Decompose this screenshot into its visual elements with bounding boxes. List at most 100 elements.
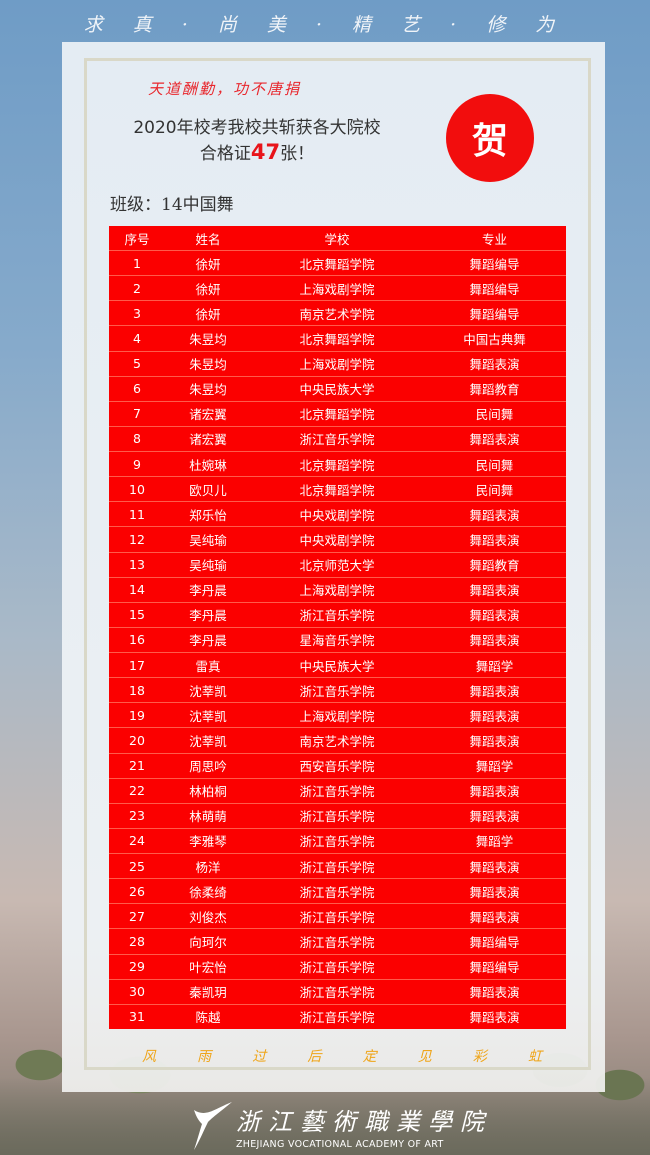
- table-row: 25 杨洋 浙江音乐学院 舞蹈表演: [109, 853, 566, 878]
- cell-school: 北京舞蹈学院: [299, 407, 375, 423]
- cell-school: 北京舞蹈学院: [299, 482, 375, 498]
- cell-major: 舞蹈表演: [469, 784, 520, 800]
- cell-major: 舞蹈表演: [469, 583, 520, 599]
- table-row: 27 刘俊杰 浙江音乐学院 舞蹈表演: [109, 903, 566, 928]
- cell-name: 李丹晨: [189, 608, 227, 624]
- table-row: 7 诸宏翼 北京舞蹈学院 民间舞: [109, 400, 566, 426]
- cell-index: 18: [129, 682, 145, 698]
- cell-index: 7: [133, 406, 141, 422]
- column-header-major: 专业: [481, 231, 507, 247]
- table-row: 26 徐柔绮 浙江音乐学院 舞蹈表演: [109, 878, 566, 903]
- cell-major: 舞蹈表演: [469, 859, 520, 875]
- cell-major: 舞蹈表演: [469, 884, 520, 900]
- cell-index: 27: [129, 908, 145, 924]
- cell-school: 浙江音乐学院: [299, 834, 375, 850]
- cell-school: 中央戏剧学院: [299, 532, 375, 548]
- cell-major: 中国古典舞: [463, 331, 526, 347]
- cell-major: 舞蹈学: [475, 759, 514, 775]
- cell-name: 林萌萌: [189, 809, 227, 825]
- cell-major: 舞蹈表演: [469, 683, 520, 699]
- table-row: 18 沈莘凯 浙江音乐学院 舞蹈表演: [109, 677, 566, 702]
- headline: 2020年校考我校共斩获各大院校 合格证47张！: [112, 116, 402, 166]
- cell-name: 李丹晨: [189, 583, 227, 599]
- footer-motto-char: 过: [252, 1049, 267, 1065]
- cell-school: 浙江音乐学院: [299, 909, 375, 925]
- cell-name: 周思吟: [189, 759, 227, 775]
- table-row: 4 朱昱均 北京舞蹈学院 中国古典舞: [109, 325, 566, 350]
- cell-name: 沈莘凯: [189, 733, 227, 749]
- cell-name: 杜婉琳: [189, 457, 227, 473]
- cell-school: 中央民族大学: [299, 382, 375, 398]
- cell-major: 舞蹈表演: [469, 532, 520, 548]
- cell-name: 朱昱均: [189, 357, 227, 373]
- cell-index: 12: [129, 531, 145, 547]
- cell-major: 舞蹈教育: [469, 382, 520, 398]
- cell-school: 浙江音乐学院: [299, 960, 375, 976]
- table-row: 16 李丹晨 星海音乐学院 舞蹈表演: [109, 626, 566, 652]
- cell-school: 北京师范大学: [299, 558, 375, 574]
- cell-school: 星海音乐学院: [299, 633, 375, 649]
- cell-school: 南京艺术学院: [299, 733, 375, 749]
- cell-index: 26: [129, 883, 145, 899]
- cell-index: 3: [133, 305, 141, 321]
- cell-name: 徐妍: [195, 281, 221, 297]
- cell-name: 诸宏翼: [189, 407, 227, 423]
- cell-major: 舞蹈表演: [469, 357, 520, 373]
- footer-motto-char: 风: [142, 1049, 156, 1065]
- cell-name: 朱昱均: [189, 331, 227, 347]
- column-header-name: 姓名: [195, 231, 221, 247]
- table-row: 17 雷真 中央民族大学 舞蹈学: [109, 652, 566, 677]
- cell-name: 欧贝儿: [189, 482, 227, 498]
- class-label: 班级：14中国舞: [110, 195, 234, 215]
- cell-index: 19: [129, 707, 145, 723]
- cell-index: 20: [129, 732, 145, 748]
- cell-school: 浙江音乐学院: [299, 784, 375, 800]
- cell-index: 15: [129, 607, 145, 623]
- cell-index: 29: [129, 959, 145, 975]
- cell-name: 朱昱均: [189, 382, 227, 398]
- cell-name: 徐柔绮: [189, 884, 227, 900]
- certificate-count: 47: [250, 140, 281, 164]
- cell-school: 北京舞蹈学院: [299, 457, 375, 473]
- cell-major: 舞蹈学: [475, 834, 514, 850]
- cell-name: 徐妍: [195, 256, 221, 272]
- footer-motto-char: 彩: [472, 1049, 487, 1065]
- footer-motto-char: 虹: [527, 1049, 542, 1065]
- cell-major: 舞蹈编导: [469, 960, 520, 976]
- table-row: 8 诸宏翼 浙江音乐学院 舞蹈表演: [109, 425, 566, 451]
- cell-name: 向珂尔: [189, 934, 227, 950]
- table-row: 24 李雅琴 浙江音乐学院 舞蹈学: [109, 827, 566, 853]
- school-logo: 浙江藝術職業學院 ZHEJIANG VOCATIONAL ACADEMY OF …: [186, 1100, 492, 1152]
- cell-index: 30: [129, 984, 145, 1000]
- cell-name: 秦凯玥: [189, 985, 227, 1001]
- cell-name: 吴纯瑜: [189, 532, 227, 548]
- dancer-logo-icon: [194, 1102, 232, 1150]
- cell-name: 吴纯瑜: [189, 558, 227, 574]
- cell-major: 舞蹈表演: [469, 909, 520, 925]
- cell-major: 舞蹈表演: [469, 809, 520, 825]
- cell-major: 民间舞: [475, 482, 514, 498]
- cell-index: 9: [133, 456, 141, 472]
- cell-index: 16: [129, 632, 145, 648]
- table-row: 15 李丹晨 浙江音乐学院 舞蹈表演: [109, 601, 566, 627]
- table-row: 5 朱昱均 上海戏剧学院 舞蹈表演: [109, 350, 566, 376]
- cell-index: 14: [129, 582, 145, 598]
- cell-school: 北京舞蹈学院: [299, 256, 375, 272]
- cell-name: 林柏桐: [189, 784, 227, 800]
- cell-major: 舞蹈编导: [469, 934, 520, 950]
- cell-name: 陈越: [195, 1010, 221, 1026]
- cell-school: 浙江音乐学院: [299, 683, 375, 699]
- table-header: 序号 姓名 学校 专业: [109, 226, 566, 250]
- table-row: 9 杜婉琳 北京舞蹈学院 民间舞: [109, 451, 566, 476]
- cell-school: 浙江音乐学院: [299, 985, 375, 1001]
- table-row: 2 徐妍 上海戏剧学院 舞蹈编导: [109, 275, 566, 300]
- table-row: 12 吴纯瑜 中央戏剧学院 舞蹈表演: [109, 526, 566, 551]
- table-row: 30 秦凯玥 浙江音乐学院 舞蹈表演: [109, 978, 566, 1004]
- cell-index: 6: [133, 381, 141, 397]
- table-row: 21 周思吟 西安音乐学院 舞蹈学: [109, 752, 566, 778]
- cell-major: 民间舞: [475, 407, 514, 423]
- cell-school: 浙江音乐学院: [299, 859, 375, 875]
- cell-name: 徐妍: [195, 306, 221, 322]
- admissions-table: 序号 姓名 学校 专业 1 徐妍 北京舞蹈学院 舞蹈编导 2 徐妍 上海戏剧学院 舞蹈编导 3 徐…: [109, 226, 566, 1029]
- table-row: 28 向珂尔 浙江音乐学院 舞蹈编导: [109, 928, 566, 953]
